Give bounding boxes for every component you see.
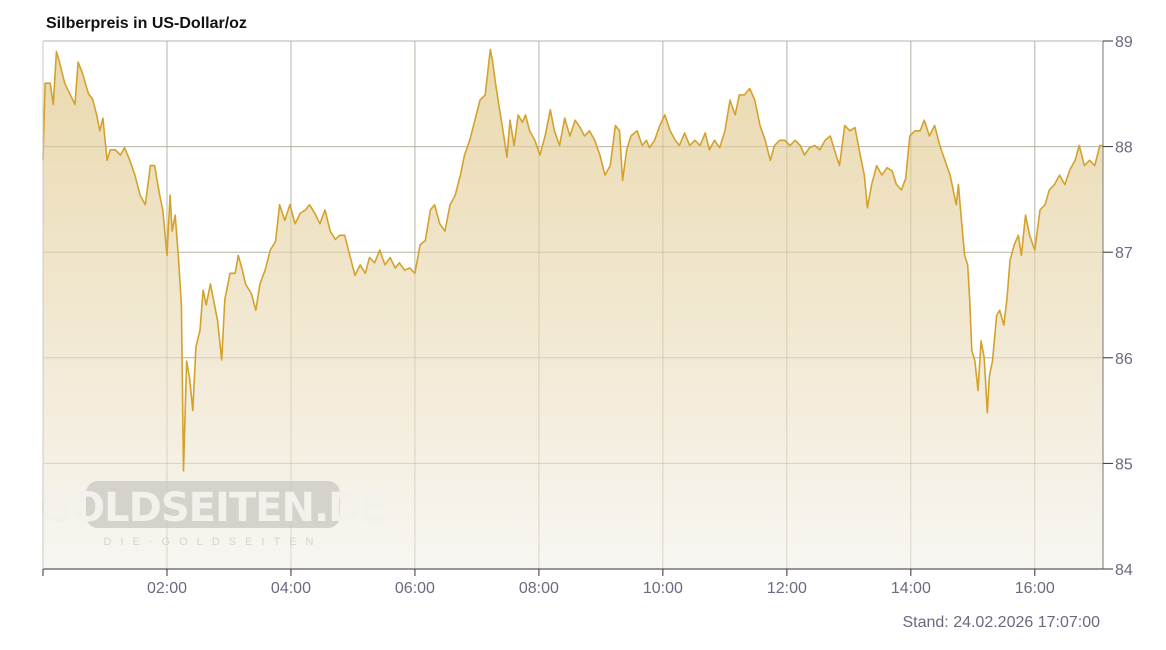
x-tick-label: 04:00 (271, 580, 311, 597)
y-tick-label: 88 (1115, 140, 1133, 157)
timestamp-footer: Stand: 24.02.2026 17:07:00 (902, 614, 1100, 631)
x-axis-ticks: 02:00 04:00 06:00 08:00 10:00 12:00 14:00 16:00 (147, 569, 1055, 597)
watermark-subtext: DIE·GOLDSEITEN (104, 536, 323, 548)
watermark-text: GOLDSEITEN.DE (39, 485, 386, 531)
x-tick-label: 10:00 (643, 580, 683, 597)
gridlines-over-fill (43, 40, 1103, 570)
y-tick-label: 84 (1115, 562, 1133, 579)
y-tick-label: 85 (1115, 456, 1133, 473)
x-tick-label: 06:00 (395, 580, 435, 597)
price-line (42, 48, 1103, 472)
watermark-logo: GOLDSEITEN.DE DIE·GOLDSEITEN (39, 481, 388, 548)
x-tick-label: 08:00 (519, 580, 559, 597)
x-tick-label: 14:00 (891, 580, 931, 597)
y-tick-label: 89 (1115, 34, 1133, 51)
y-axis-ticks: 84 85 86 87 88 89 (1103, 34, 1133, 579)
price-area-fill (43, 49, 1103, 569)
x-tick-label: 12:00 (767, 580, 807, 597)
chart-title: Silberpreis in US-Dollar/oz (46, 15, 247, 32)
y-tick-label: 87 (1115, 245, 1133, 262)
y-tick-label: 86 (1115, 351, 1133, 368)
x-tick-label: 16:00 (1015, 580, 1055, 597)
x-tick-label: 02:00 (147, 580, 187, 597)
